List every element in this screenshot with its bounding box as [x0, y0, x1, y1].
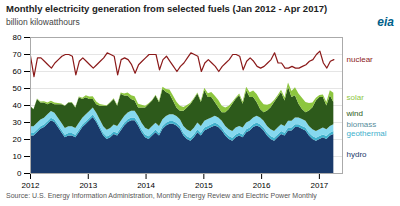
svg-text:50: 50 [13, 84, 22, 93]
svg-text:wind: wind [346, 109, 363, 118]
svg-text:40: 40 [13, 101, 22, 110]
svg-text:2012: 2012 [22, 181, 40, 190]
svg-text:biomass: biomass [347, 120, 377, 129]
svg-text:2013: 2013 [79, 181, 97, 190]
svg-text:2015: 2015 [195, 181, 213, 190]
html-text:Monthly electricity generation: Monthly electricity generation from sele… [6, 3, 328, 14]
html-text:eia: eia [377, 15, 394, 29]
svg-text:10: 10 [13, 152, 22, 161]
svg-text:30: 30 [13, 118, 22, 127]
svg-text:2016: 2016 [253, 181, 271, 190]
svg-text:80: 80 [13, 33, 22, 42]
svg-text:2017: 2017 [310, 181, 328, 190]
svg-text:geothermal: geothermal [347, 129, 387, 138]
svg-text:60: 60 [13, 67, 22, 76]
svg-text:20: 20 [13, 135, 22, 144]
svg-text:hydro: hydro [347, 150, 368, 159]
svg-text:2014: 2014 [137, 181, 155, 190]
svg-text:70: 70 [13, 50, 22, 59]
svg-text:nuclear: nuclear [347, 55, 374, 64]
svg-text:solar: solar [347, 93, 365, 102]
html-text:Source: U.S. Energy Informatio: Source: U.S. Energy Information Administ… [6, 192, 317, 199]
html-text:billion kilowatthours: billion kilowatthours [6, 17, 80, 27]
svg-text:0: 0 [17, 169, 22, 178]
